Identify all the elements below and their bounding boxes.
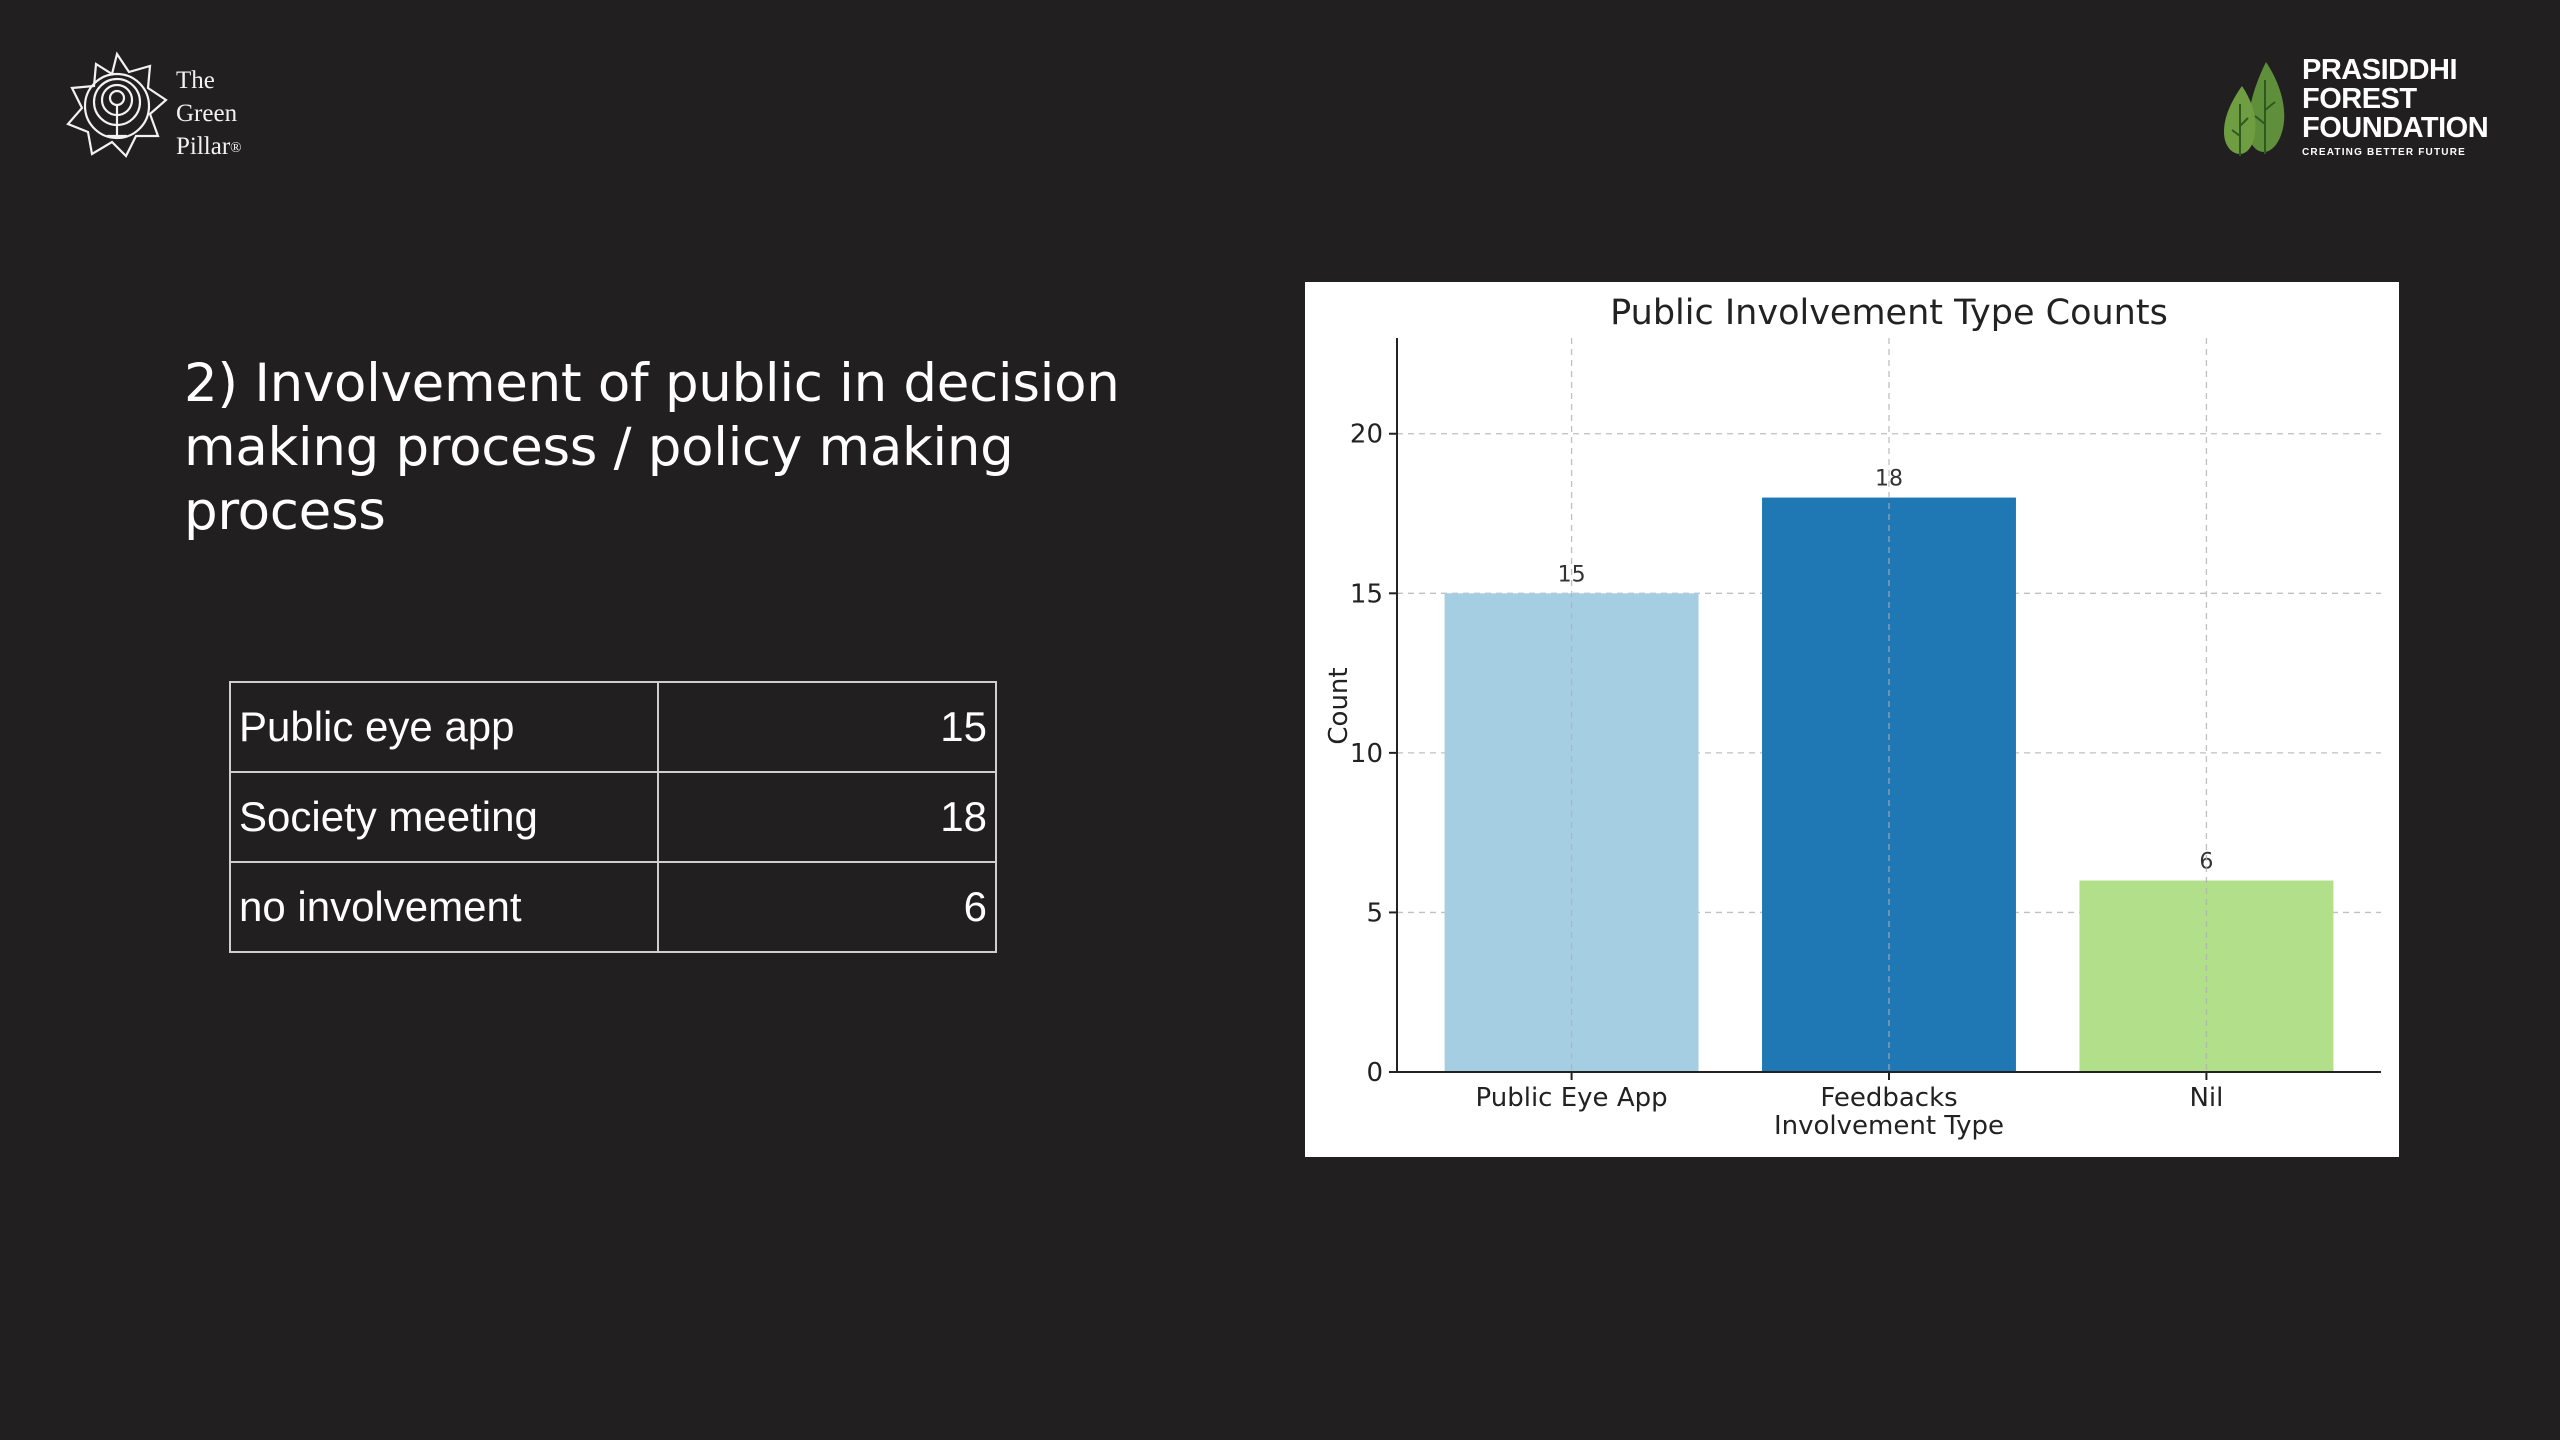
table-row: no involvement 6 <box>229 861 997 953</box>
x-axis-label: Involvement Type <box>1774 1111 2004 1141</box>
trees-icon <box>2224 62 2285 156</box>
chart-title: Public Involvement Type Counts <box>1610 293 2168 333</box>
table-cell-value: 18 <box>657 771 997 863</box>
brand-name-pillar: Pillar <box>176 133 231 160</box>
slide-heading: 2) Involvement of public in decision mak… <box>184 353 1120 542</box>
brand-line-3: Pillar® <box>176 130 242 165</box>
involvement-table: Public eye app 15 Society meeting 18 no … <box>229 681 997 953</box>
prasiddhi-forest-foundation-logo: PRASIDDHI FOREST FOUNDATION CREATING BET… <box>2222 56 2492 166</box>
y-tick-label: 5 <box>1366 898 1383 928</box>
table-cell-value: 15 <box>657 681 997 773</box>
y-tick-label: 0 <box>1366 1058 1383 1088</box>
table-row: Society meeting 18 <box>229 771 997 863</box>
table-row: Public eye app 15 <box>229 681 997 773</box>
brand-line-2: Green <box>176 100 238 127</box>
table-cell-value: 6 <box>657 861 997 953</box>
y-tick-label: 10 <box>1350 739 1383 769</box>
y-axis-label: Count <box>1324 667 1354 744</box>
x-tick-label: Public Eye App <box>1476 1083 1668 1113</box>
x-tick-label: Nil <box>2189 1083 2223 1113</box>
table-cell-label: no involvement <box>229 861 659 953</box>
green-pillar-logo: The Green Pillar® <box>62 50 282 170</box>
y-tick-label: 15 <box>1350 579 1383 609</box>
registered-mark: ® <box>230 140 242 156</box>
org-name-line-3: FOUNDATION <box>2302 112 2489 144</box>
org-name-line-2: FOREST <box>2302 83 2417 115</box>
bar-value-label: 6 <box>2199 850 2213 875</box>
table-cell-label: Public eye app <box>229 681 659 773</box>
table-cell-label: Society meeting <box>229 771 659 863</box>
y-tick-label: 20 <box>1350 420 1383 450</box>
lotus-tree-icon <box>66 51 168 158</box>
brand-line-1: The <box>176 67 215 94</box>
x-tick-label: Feedbacks <box>1820 1083 1957 1113</box>
org-name-line-1: PRASIDDHI <box>2302 54 2458 86</box>
org-tagline: CREATING BETTER FUTURE <box>2302 147 2466 158</box>
